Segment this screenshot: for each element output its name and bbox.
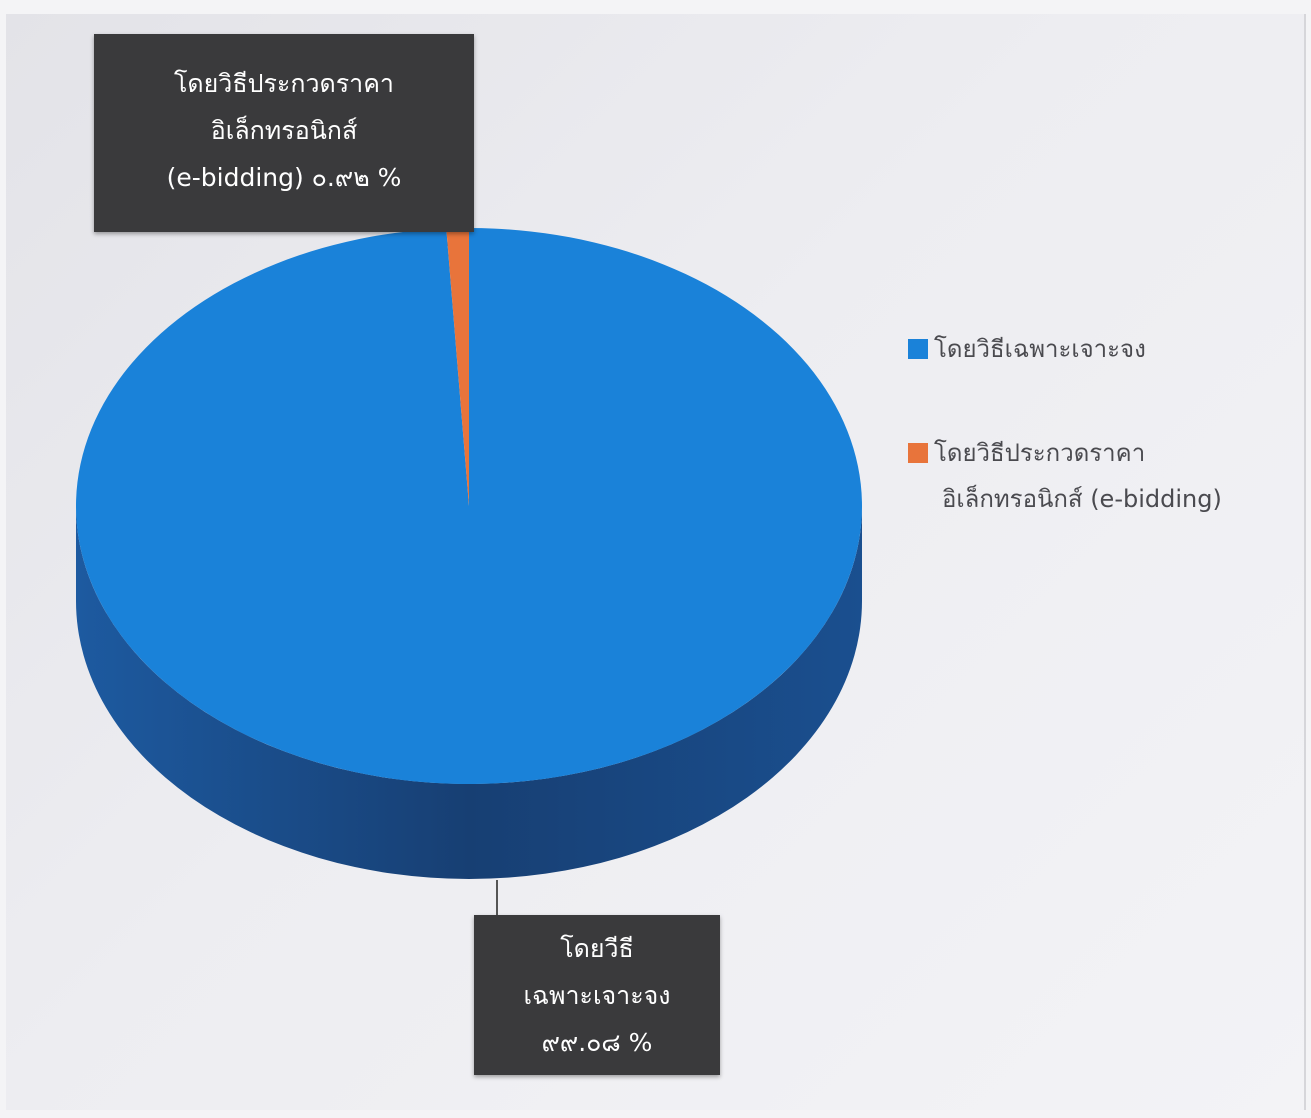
legend-label-specific: โดยวิธีเฉพาะเจาะจง [934, 335, 1146, 363]
pie-slices [76, 228, 863, 785]
pie-side-blue [76, 506, 862, 879]
pie-side-wall [76, 506, 862, 879]
legend-swatch-orange [908, 443, 928, 463]
data-label-e-bidding-line3: (e-bidding) ๐.๙๒ % [166, 163, 402, 192]
legend-label-e-bidding: โดยวิธีประกวดราคา [934, 439, 1146, 467]
data-label-e-bidding-line1: โดยวิธีประกวดราคา [174, 69, 394, 98]
data-label-specific: โดยวีธี เฉพาะเจาะจง ๙๙.๐๘ % [474, 915, 720, 1075]
data-label-e-bidding-line2: อิเล็กทรอนิกส์ [210, 116, 358, 145]
pie-slice-e-bidding [446, 228, 469, 506]
data-label-e-bidding: โดยวิธีประกวดราคา อิเล็กทรอนิกส์ (e-bidd… [94, 34, 474, 232]
pie-slice-specific [76, 228, 863, 785]
data-label-specific-line1: โดยวีธี [560, 934, 634, 963]
legend-swatch-blue [908, 339, 928, 359]
legend-item-specific: โดยวิธีเฉพาะเจาะจง [908, 326, 1146, 372]
data-label-specific-line3: ๙๙.๐๘ % [541, 1028, 653, 1057]
legend-label-e-bidding-line2: อิเล็กทรอนิกส์ (e-bidding) [942, 485, 1222, 513]
legend-item-e-bidding: โดยวิธีประกวดราคา อิเล็กทรอนิกส์ (e-bidd… [908, 430, 1222, 522]
data-label-specific-line2: เฉพาะเจาะจง [523, 981, 671, 1010]
